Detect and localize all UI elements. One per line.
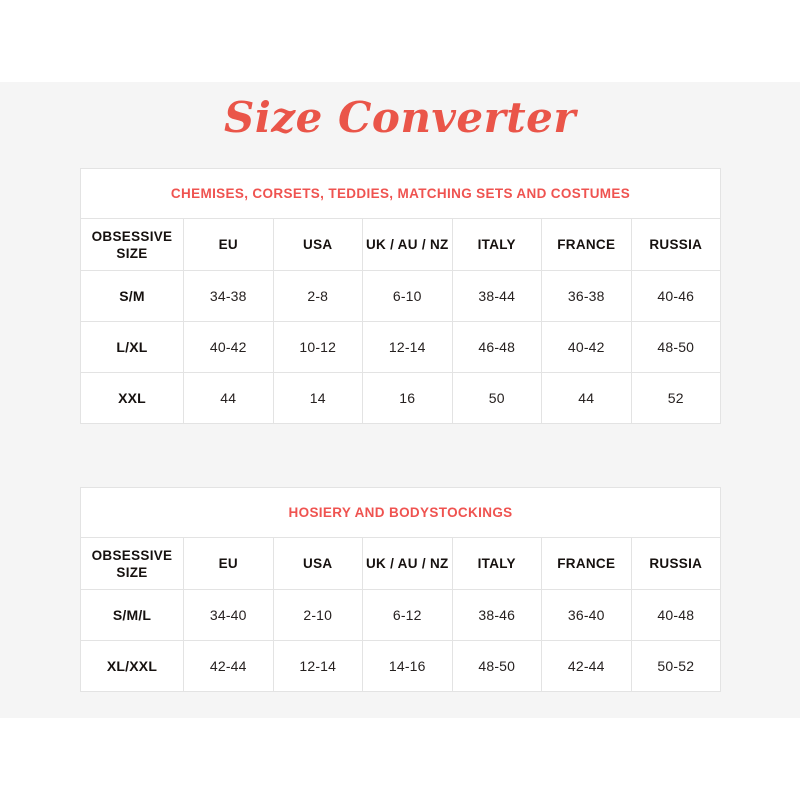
section-title-hosiery: HOSIERY AND BODYSTOCKINGS <box>79 487 722 538</box>
cell-uk: 6-12 <box>362 589 453 641</box>
table-section-title-row: HOSIERY AND BODYSTOCKINGS <box>79 487 722 538</box>
cell-italy: 50 <box>451 372 542 424</box>
table-row: XL/XXL 42-44 12-14 14-16 48-50 42-44 50-… <box>80 640 722 692</box>
cell-france: 36-40 <box>541 589 632 641</box>
cell-eu: 40-42 <box>183 321 274 373</box>
cell-italy: 48-50 <box>451 640 542 692</box>
cell-eu: 34-40 <box>183 589 274 641</box>
cell-usa: 10-12 <box>272 321 363 373</box>
row-label: XXL <box>80 372 184 424</box>
column-header-obsessive-size: OBSESSIVE SIZE <box>80 218 184 271</box>
column-header-eu: EU <box>183 218 274 271</box>
table-header-row: OBSESSIVE SIZE EU USA UK / AU / NZ ITALY… <box>80 218 722 271</box>
size-table-hosiery: HOSIERY AND BODYSTOCKINGS OBSESSIVE SIZE… <box>79 487 722 692</box>
cell-russia: 52 <box>630 372 722 424</box>
cell-france: 44 <box>541 372 632 424</box>
cell-eu: 42-44 <box>183 640 274 692</box>
size-table-chemises: CHEMISES, CORSETS, TEDDIES, MATCHING SET… <box>79 168 722 424</box>
cell-uk: 6-10 <box>362 270 453 322</box>
cell-france: 36-38 <box>541 270 632 322</box>
row-label: S/M/L <box>80 589 184 641</box>
column-header-italy: ITALY <box>451 218 542 271</box>
column-header-russia: RUSSIA <box>630 537 722 590</box>
column-header-uk-au-nz: UK / AU / NZ <box>362 218 453 271</box>
cell-usa: 12-14 <box>272 640 363 692</box>
cell-russia: 40-48 <box>630 589 722 641</box>
cell-russia: 50-52 <box>630 640 722 692</box>
column-header-russia: RUSSIA <box>630 218 722 271</box>
cell-eu: 44 <box>183 372 274 424</box>
cell-uk: 14-16 <box>362 640 453 692</box>
cell-usa: 14 <box>272 372 363 424</box>
column-header-italy: ITALY <box>451 537 542 590</box>
cell-usa: 2-10 <box>272 589 363 641</box>
cell-france: 40-42 <box>541 321 632 373</box>
cell-russia: 40-46 <box>630 270 722 322</box>
cell-eu: 34-38 <box>183 270 274 322</box>
table-header-row: OBSESSIVE SIZE EU USA UK / AU / NZ ITALY… <box>80 537 722 590</box>
column-header-france: FRANCE <box>541 218 632 271</box>
section-title-chemises: CHEMISES, CORSETS, TEDDIES, MATCHING SET… <box>79 168 722 219</box>
cell-italy: 38-46 <box>451 589 542 641</box>
row-label: S/M <box>80 270 184 322</box>
row-label: L/XL <box>80 321 184 373</box>
table-row: L/XL 40-42 10-12 12-14 46-48 40-42 48-50 <box>80 321 722 373</box>
table-row: XXL 44 14 16 50 44 52 <box>80 372 722 424</box>
cell-usa: 2-8 <box>272 270 363 322</box>
table-row: S/M/L 34-40 2-10 6-12 38-46 36-40 40-48 <box>80 589 722 641</box>
cell-italy: 38-44 <box>451 270 542 322</box>
cell-france: 42-44 <box>541 640 632 692</box>
column-header-usa: USA <box>272 218 363 271</box>
table-section-title-row: CHEMISES, CORSETS, TEDDIES, MATCHING SET… <box>79 168 722 219</box>
cell-italy: 46-48 <box>451 321 542 373</box>
row-label: XL/XXL <box>80 640 184 692</box>
cell-uk: 16 <box>362 372 453 424</box>
column-header-eu: EU <box>183 537 274 590</box>
column-header-usa: USA <box>272 537 363 590</box>
page-title: Size Converter <box>224 93 576 142</box>
column-header-obsessive-size: OBSESSIVE SIZE <box>80 537 184 590</box>
cell-russia: 48-50 <box>630 321 722 373</box>
cell-uk: 12-14 <box>362 321 453 373</box>
table-row: S/M 34-38 2-8 6-10 38-44 36-38 40-46 <box>80 270 722 322</box>
column-header-france: FRANCE <box>541 537 632 590</box>
column-header-uk-au-nz: UK / AU / NZ <box>362 537 453 590</box>
